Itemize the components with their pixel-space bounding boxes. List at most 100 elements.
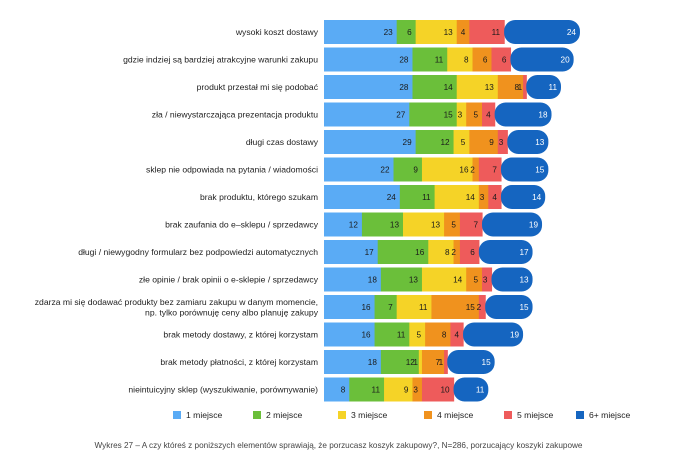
category-label: gdzie indziej są bardziej atrakcyjne war…	[123, 55, 318, 65]
bar-segment	[482, 212, 543, 237]
bar-segment	[478, 157, 502, 182]
bar-segment	[491, 267, 533, 292]
bar-segment	[469, 130, 499, 154]
data-label: 3	[499, 138, 504, 147]
data-label: 11	[419, 303, 428, 312]
data-label: 22	[380, 166, 390, 175]
data-label: 15	[519, 303, 529, 312]
data-label: 24	[387, 193, 397, 202]
bar-segment	[488, 185, 502, 209]
data-label: 28	[399, 56, 409, 65]
data-label: 9	[413, 166, 418, 175]
data-label: 16	[415, 248, 425, 257]
data-label: 13	[485, 83, 495, 92]
bar-segment	[444, 212, 461, 237]
legend-label: 6+ miejsce	[589, 410, 631, 420]
data-label: 13	[390, 221, 400, 230]
bar-segment	[478, 185, 489, 209]
bar-segment	[469, 20, 505, 44]
bar-segment	[447, 47, 474, 72]
bar-segment	[421, 267, 467, 292]
bar-segment	[415, 130, 455, 154]
bar-segment	[380, 267, 423, 292]
data-label: 7	[436, 358, 441, 367]
data-label: 12	[440, 138, 450, 147]
bar-segment	[466, 267, 483, 292]
bar-segment	[456, 75, 499, 99]
bar-segment	[459, 212, 483, 237]
data-label: 23	[384, 28, 394, 37]
legend-label: 5 miejsce	[517, 410, 554, 420]
category-label: brak metody dostawy, z której korzystam	[163, 330, 318, 340]
data-label: 7	[492, 166, 497, 175]
bar-segment	[324, 185, 401, 209]
data-label: 18	[368, 276, 378, 285]
bar-segment	[324, 20, 398, 44]
bar-segment	[500, 185, 546, 209]
bar-segment	[444, 350, 448, 374]
data-label: 6	[483, 56, 488, 65]
bar-segment	[456, 20, 470, 44]
bar-segment	[485, 295, 533, 319]
bar-segment	[434, 185, 480, 209]
category-label: wysoki koszt dostawy	[235, 27, 319, 37]
bar-segment	[500, 157, 549, 182]
data-label: 13	[431, 221, 441, 230]
bar-segment	[403, 212, 445, 237]
data-label: 10	[440, 386, 450, 395]
bar-segment	[324, 267, 382, 292]
data-label: 20	[561, 56, 571, 65]
bar-segment	[456, 102, 467, 127]
legend-swatch	[576, 411, 584, 419]
data-label: 11	[422, 193, 431, 202]
data-label: 11	[476, 386, 485, 395]
data-label: 8	[445, 248, 450, 257]
data-label: 18	[368, 358, 378, 367]
data-label: 1	[518, 83, 523, 92]
data-label: 29	[403, 138, 413, 147]
bar-segment	[418, 350, 423, 374]
data-label: 14	[532, 193, 542, 202]
data-label: 8	[515, 83, 520, 92]
bar-segment	[472, 47, 493, 72]
data-label: 4	[486, 111, 491, 120]
bar-segment	[526, 75, 561, 99]
bar-segment	[380, 350, 420, 374]
data-label: 12	[406, 358, 416, 367]
bar-segment	[421, 157, 474, 182]
bar-segment	[412, 75, 458, 99]
data-label: 28	[399, 83, 409, 92]
bar-segment	[384, 377, 414, 402]
category-label: zdarza mi się dodawać produkty bez zamia…	[35, 297, 319, 318]
data-label: 3	[480, 193, 485, 202]
bar-segment	[349, 377, 385, 402]
data-label: 12	[349, 221, 359, 230]
data-label: 5	[473, 276, 478, 285]
data-label: 17	[519, 248, 529, 257]
bar-segment	[421, 377, 455, 402]
data-label: 5	[461, 138, 466, 147]
category-label: brak produktu, którego szukam	[200, 192, 318, 202]
legend-label: 2 miejsce	[266, 410, 303, 420]
legend-swatch	[424, 411, 432, 419]
legend-swatch	[173, 411, 181, 419]
data-label: 16	[459, 166, 469, 175]
data-label: 7	[388, 303, 393, 312]
data-label: 11	[549, 83, 558, 92]
data-label: 9	[404, 386, 409, 395]
bar-segment	[523, 75, 527, 99]
bar-segment	[324, 130, 417, 154]
data-label: 6	[502, 56, 507, 65]
data-label: 24	[567, 28, 577, 37]
bar-segment	[361, 212, 404, 237]
data-label: 13	[444, 28, 454, 37]
bar-segment	[324, 75, 414, 99]
data-label: 5	[417, 331, 422, 340]
data-label: 8	[442, 331, 447, 340]
bar-segment	[377, 240, 429, 264]
bar-segment	[494, 102, 552, 127]
data-label: 2	[451, 248, 456, 257]
bar-segment	[463, 322, 524, 347]
chart-caption: Wykres 27 – A czy któreś z poniższych el…	[94, 441, 583, 450]
bar-segment	[466, 102, 483, 127]
